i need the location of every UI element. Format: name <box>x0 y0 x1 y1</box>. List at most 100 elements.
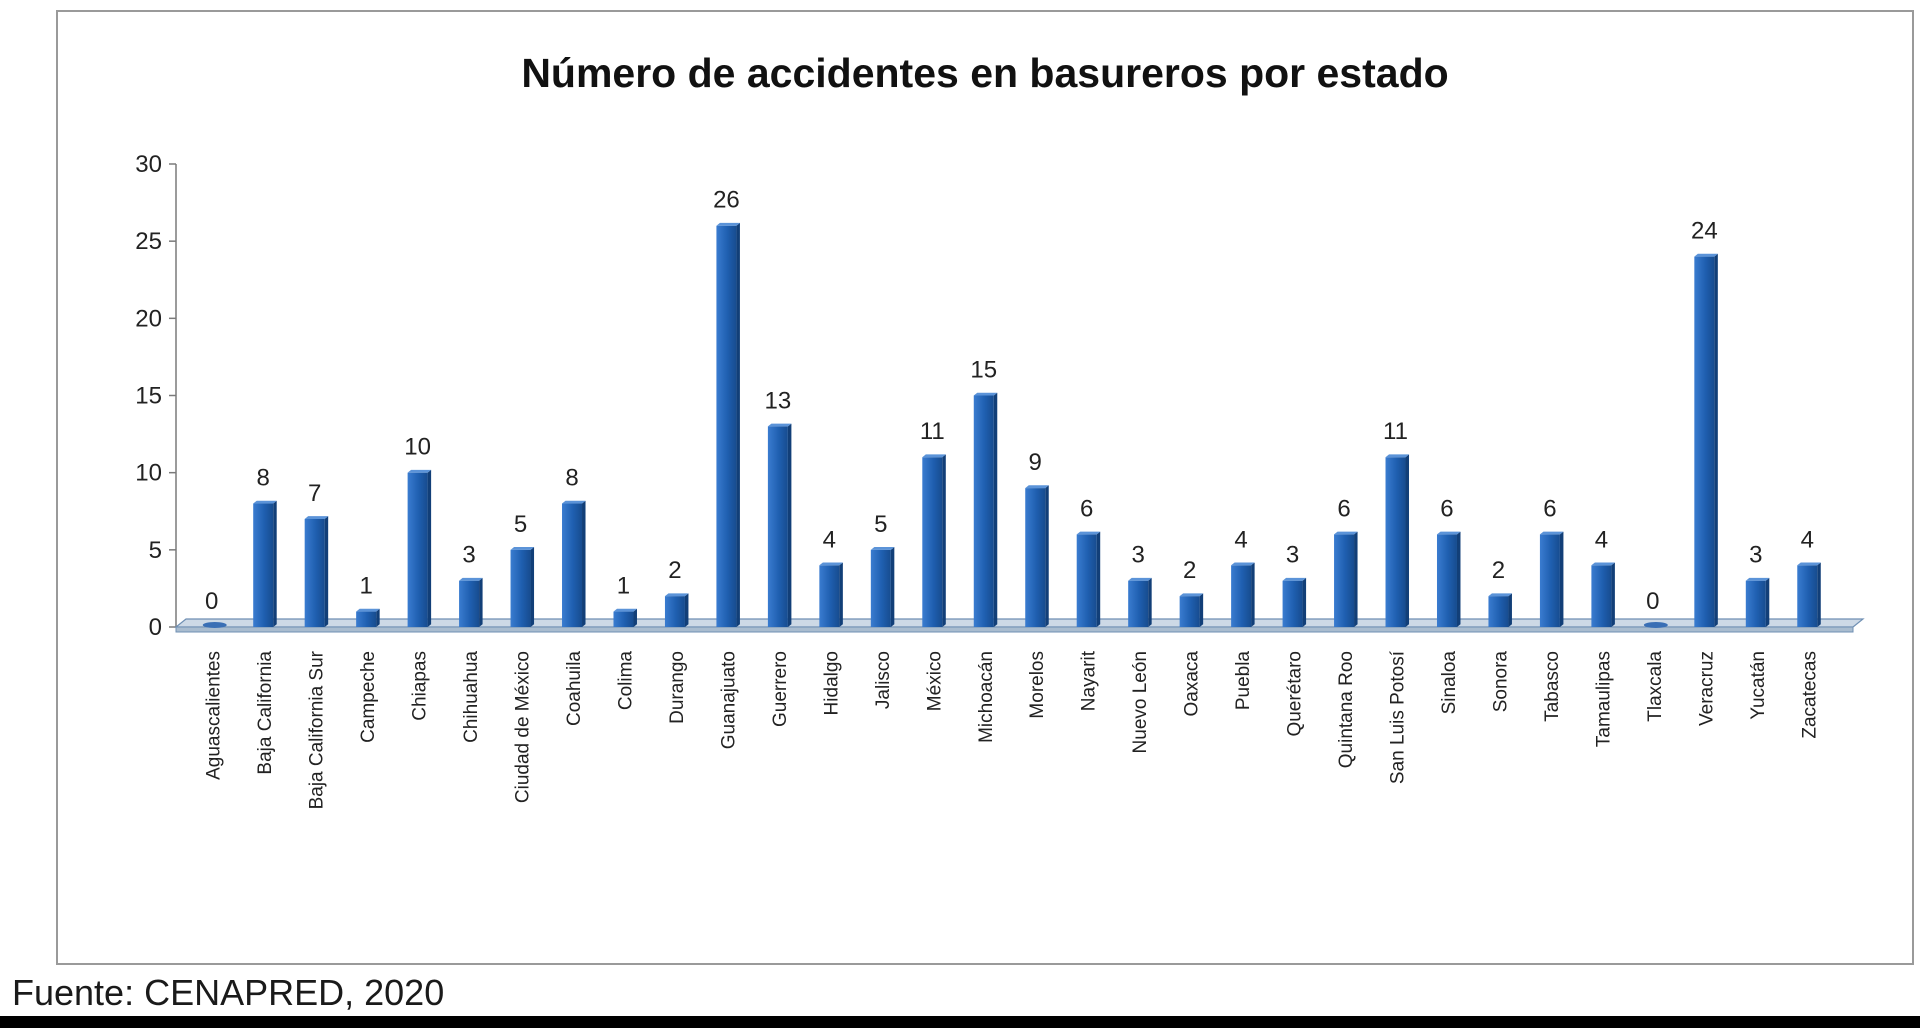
bar-top <box>1694 253 1718 257</box>
x-tick-label: Michoacán <box>976 651 997 743</box>
bar <box>973 395 994 627</box>
bar-top <box>1385 454 1410 458</box>
x-tick-label: San Luis Potosí <box>1388 650 1409 784</box>
x-tick-label: México <box>924 651 945 711</box>
data-label: 3 <box>1749 542 1762 569</box>
x-tick-label: Campeche <box>358 651 379 743</box>
y-tick-label: 5 <box>149 537 162 564</box>
y-tick-label: 0 <box>149 614 162 641</box>
bar <box>304 518 325 627</box>
x-tick-label: Tamaulipas <box>1593 651 1614 747</box>
bar-side <box>1611 562 1615 627</box>
x-tick-label: Puebla <box>1233 651 1254 711</box>
x-tick-label: Chiapas <box>410 651 431 721</box>
bar-side <box>1199 593 1204 627</box>
bar <box>664 596 685 627</box>
data-label: 1 <box>617 573 630 600</box>
bar <box>1745 580 1766 627</box>
data-label: 4 <box>1801 526 1814 553</box>
bar <box>613 611 634 627</box>
x-tick-label: Nayarit <box>1079 650 1100 711</box>
data-label: 0 <box>205 588 218 615</box>
bar-top <box>1539 531 1564 535</box>
source-note: Fuente: CENAPRED, 2020 <box>12 972 445 1013</box>
bar-top <box>1076 531 1101 535</box>
data-label: 8 <box>565 465 578 492</box>
data-label: 10 <box>404 434 431 461</box>
x-tick-label: Sinaloa <box>1439 651 1460 715</box>
bar-top <box>1591 562 1615 566</box>
x-tick-label: Coahuila <box>564 651 585 726</box>
bar <box>407 472 428 627</box>
bar-side <box>942 454 946 627</box>
bar <box>1385 457 1406 627</box>
x-tick-label: Guerrero <box>770 651 791 727</box>
data-label: 3 <box>1286 542 1299 569</box>
bar <box>1076 534 1097 627</box>
x-tick-label: Sonora <box>1490 651 1511 713</box>
bar-side <box>582 500 586 627</box>
bar-top <box>1334 531 1358 535</box>
chart-frame: Número de accidentes en basureros por es… <box>56 10 1914 965</box>
bar <box>1436 534 1457 627</box>
x-tick-label: Tabasco <box>1542 651 1563 722</box>
bar-side <box>1559 531 1564 627</box>
x-tick-label: Morelos <box>1027 651 1048 719</box>
data-label: 15 <box>970 357 997 384</box>
x-tick-label: Baja California Sur <box>307 650 328 809</box>
data-label: 2 <box>668 557 681 584</box>
bar-top <box>870 547 895 550</box>
bar-side <box>839 562 843 627</box>
bar-side <box>376 608 380 627</box>
data-label: 1 <box>359 573 372 600</box>
bar <box>1231 565 1252 627</box>
bar-top <box>664 593 689 597</box>
y-tick-label: 15 <box>135 383 162 410</box>
x-tick-label: Tlaxcala <box>1645 651 1666 722</box>
data-label: 2 <box>1183 557 1196 584</box>
data-label: 6 <box>1080 495 1093 522</box>
data-label: 2 <box>1492 557 1505 584</box>
bar <box>562 503 583 627</box>
bar-side <box>1456 531 1461 627</box>
bar-top <box>819 562 843 566</box>
bottom-bar <box>0 1016 1920 1028</box>
bar-top <box>767 423 792 427</box>
data-label: 4 <box>1595 526 1608 553</box>
bar-top <box>510 547 535 550</box>
bar-side <box>1508 593 1512 627</box>
data-label: 6 <box>1440 495 1453 522</box>
data-label: 3 <box>1131 542 1144 569</box>
bar-side <box>1251 562 1255 627</box>
data-label: 13 <box>765 387 792 414</box>
bar-side <box>1302 577 1307 627</box>
bar-top <box>562 500 586 504</box>
x-tick-label: Nuevo León <box>1130 651 1151 753</box>
bar-top <box>1179 593 1204 597</box>
bar-top <box>1128 577 1152 581</box>
data-label: 24 <box>1691 218 1718 245</box>
data-label: 8 <box>257 465 270 492</box>
bar <box>253 503 274 627</box>
bar <box>767 426 788 627</box>
bar-top <box>304 516 329 519</box>
bar-top <box>716 222 740 226</box>
bar-side <box>1714 253 1718 628</box>
bar <box>1282 580 1303 627</box>
bar-side <box>993 392 998 627</box>
bar <box>356 611 377 627</box>
bar <box>1334 534 1355 627</box>
x-tick-label: Baja California <box>255 651 276 775</box>
data-label: 5 <box>874 511 887 538</box>
x-tick-label: Quintana Roo <box>1336 651 1357 768</box>
y-tick-label: 20 <box>135 305 162 332</box>
bar-top <box>253 500 277 504</box>
bar-side <box>1354 531 1358 627</box>
bar-side <box>1096 531 1101 627</box>
bar-top <box>1025 485 1049 489</box>
data-label: 3 <box>462 542 475 569</box>
x-tick-label: Chihuahua <box>461 651 482 743</box>
bar-side <box>1765 577 1770 627</box>
bar-top <box>1231 562 1255 566</box>
